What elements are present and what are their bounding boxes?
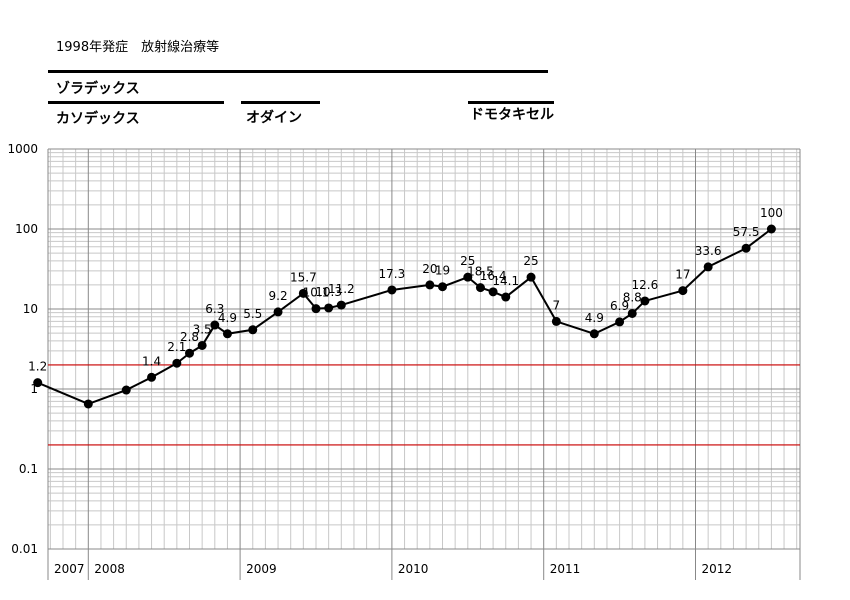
data-label: 12.6 <box>632 278 659 292</box>
data-label: 17.3 <box>379 267 406 281</box>
data-point <box>273 307 283 317</box>
y-tick-labels: 1000 100 10 1 0.1 0.01 <box>7 142 38 556</box>
treatment-label-casodex: カソデックス <box>56 111 140 127</box>
year-labels: 2007 2008 2009 2010 2011 2012 <box>54 562 732 576</box>
treatment-bar-zoladex <box>48 70 548 73</box>
data-point <box>640 296 650 306</box>
data-label: 25 <box>460 254 475 268</box>
data-point <box>615 317 625 327</box>
data-label: 10.3 <box>315 285 342 299</box>
data-point <box>488 287 498 297</box>
data-point <box>501 292 511 302</box>
data-point <box>463 272 473 282</box>
data-label: 14.1 <box>492 274 519 288</box>
data-label: 25 <box>523 254 538 268</box>
data-point <box>526 272 536 282</box>
data-point <box>298 288 308 298</box>
data-point <box>172 358 182 368</box>
data-label: 2.1 <box>167 340 186 354</box>
y-tick-label: 1 <box>30 382 38 396</box>
y-tick-label: 10 <box>23 302 38 316</box>
data-point <box>324 303 334 313</box>
treatment-label-odyne: オダイン <box>246 110 302 126</box>
data-label: 11.2 <box>328 282 355 296</box>
data-point <box>766 224 776 234</box>
data-label: 3.5 <box>193 322 212 336</box>
data-point <box>336 300 346 310</box>
year-label: 2010 <box>398 562 429 576</box>
data-point <box>222 329 232 339</box>
treatment-label-docetaxel: ドモタキセル <box>470 107 554 123</box>
data-label: 2.8 <box>180 330 199 344</box>
chart-title: 1998年発症 放射線治療等 <box>56 40 220 55</box>
data-labels: 1.2 1.42.12.83.56.34.9 5.59.215.710.110.31… <box>28 206 783 374</box>
data-point <box>121 385 131 395</box>
data-label: 57.5 <box>733 225 760 239</box>
data-series <box>33 224 776 409</box>
data-label: 33.6 <box>695 244 722 258</box>
year-label: 2012 <box>702 562 733 576</box>
data-point <box>627 308 637 318</box>
data-label: 4.9 <box>218 311 237 325</box>
y-tick-label: 0.1 <box>19 462 38 476</box>
data-label: 6.9 <box>610 299 629 313</box>
y-tick-label: 1000 <box>7 142 38 156</box>
data-point <box>33 378 43 388</box>
data-point <box>83 399 93 409</box>
data-label: 6.3 <box>205 302 224 316</box>
data-point <box>248 325 258 335</box>
data-label: 4.9 <box>585 311 604 325</box>
data-point <box>475 283 485 293</box>
year-label: 2011 <box>550 562 581 576</box>
data-label: 15.7 <box>290 270 317 284</box>
data-point <box>147 372 157 382</box>
year-label: 2007 <box>54 562 85 576</box>
data-label: 16.4 <box>480 269 507 283</box>
data-point <box>703 262 713 272</box>
year-label: 2008 <box>94 562 125 576</box>
data-label: 9.2 <box>269 289 288 303</box>
data-label: 100 <box>760 206 783 220</box>
treatment-bar-odyne <box>241 101 320 104</box>
data-point <box>438 282 447 292</box>
data-label: 19 <box>435 264 450 278</box>
data-label: 20 <box>422 262 437 276</box>
data-point <box>425 280 435 290</box>
major-gridlines <box>47 148 801 580</box>
data-label: 5.5 <box>243 307 262 321</box>
data-point <box>185 348 194 358</box>
data-label: 7 <box>553 298 561 312</box>
data-label: 18.5 <box>467 265 494 279</box>
data-label: 1.4 <box>142 354 161 368</box>
treatment-bar-casodex <box>48 101 224 104</box>
data-label: 10.1 <box>303 286 330 300</box>
data-point <box>387 285 397 295</box>
y-tick-label: 100 <box>15 222 38 236</box>
data-point <box>551 316 561 326</box>
data-point <box>311 304 321 314</box>
data-point <box>197 340 207 350</box>
data-point <box>741 243 751 253</box>
data-point <box>678 286 688 296</box>
data-label: 8.8 <box>623 290 642 304</box>
data-label: 1.2 <box>28 360 47 374</box>
treatment-bar-docetaxel <box>468 101 554 104</box>
reference-lines <box>48 364 800 446</box>
treatment-label-zoladex: ゾラデックス <box>56 81 140 97</box>
data-label: 17 <box>675 268 690 282</box>
minor-gridlines <box>48 149 800 549</box>
y-tick-label: 0.01 <box>11 542 38 556</box>
data-point <box>210 320 220 330</box>
data-point <box>589 329 599 339</box>
year-label: 2009 <box>246 562 277 576</box>
